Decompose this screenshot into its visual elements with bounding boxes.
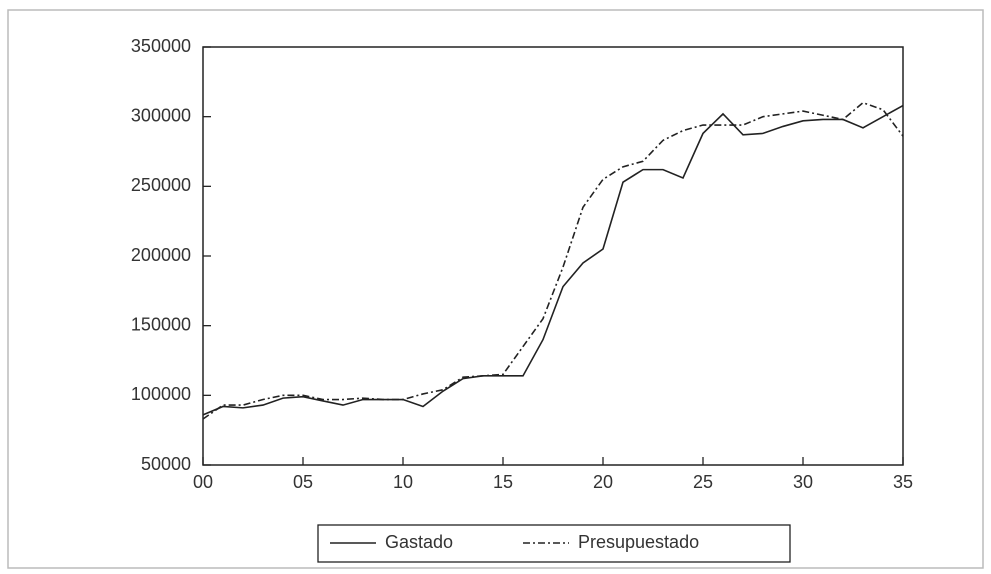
y-tick-label: 350000 (131, 36, 191, 56)
y-tick-label: 200000 (131, 245, 191, 265)
x-tick-label: 25 (693, 472, 713, 492)
x-tick-label: 35 (893, 472, 913, 492)
y-tick-label: 250000 (131, 175, 191, 195)
y-tick-label: 150000 (131, 314, 191, 334)
x-tick-label: 20 (593, 472, 613, 492)
legend (317, 524, 791, 563)
series-line (202, 101, 904, 420)
legend-label: Presupuestado (578, 532, 699, 552)
x-tick-label: 15 (493, 472, 513, 492)
x-tick-label: 30 (793, 472, 813, 492)
x-tick-label: 00 (193, 472, 213, 492)
legend-label: Gastado (385, 532, 453, 552)
series-line (202, 104, 904, 416)
plot-area (202, 46, 904, 466)
y-tick-label: 50000 (141, 454, 191, 474)
frame (7, 9, 984, 569)
y-tick-label: 300000 (131, 105, 191, 125)
x-tick-label: 10 (393, 472, 413, 492)
x-tick-label: 05 (293, 472, 313, 492)
y-tick-label: 100000 (131, 384, 191, 404)
